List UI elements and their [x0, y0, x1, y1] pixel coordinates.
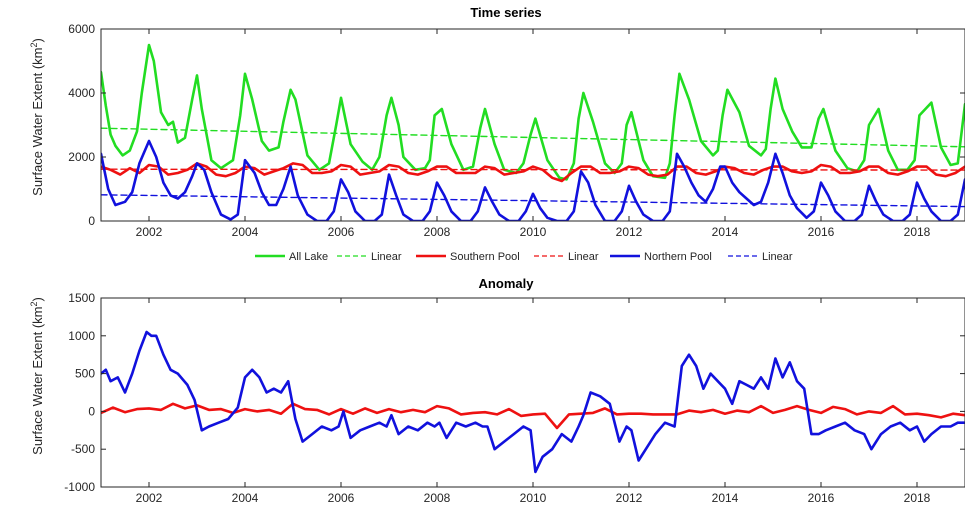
- x-tick-label: 2010: [520, 491, 547, 505]
- anomaly-title: Anomaly: [479, 276, 535, 291]
- y-tick-label: 1000: [68, 329, 95, 343]
- legend-item-southern-pool-linear: Linear: [534, 251, 599, 263]
- time-series-series-all-lake-line: [101, 43, 965, 181]
- x-tick-label: 2016: [808, 491, 835, 505]
- y-tick-label: 500: [75, 367, 95, 381]
- x-tick-label: 2004: [232, 225, 259, 239]
- legend-item-northern-pool-linear: Linear: [728, 251, 793, 263]
- time-series-series-linear-trend: [101, 127, 965, 148]
- time-series-title: Time series: [470, 5, 541, 20]
- time-series-plot-area: [101, 43, 965, 221]
- x-tick-label: 2012: [616, 225, 643, 239]
- legend: All Lake Linear Southern Pool Linear Nor…: [250, 243, 814, 267]
- y-tick-label: 2000: [68, 150, 95, 164]
- y-tick-label: -500: [71, 442, 95, 456]
- anomaly-series-southern-pool-anomaly-line: [101, 402, 965, 430]
- y-tick-label: -1000: [64, 480, 95, 494]
- y-tick-label: 1500: [68, 291, 95, 305]
- x-tick-label: 2008: [424, 225, 451, 239]
- x-tick-label: 2014: [712, 491, 739, 505]
- x-tick-label: 2016: [808, 225, 835, 239]
- legend-box: [250, 243, 814, 267]
- x-tick-label: 2012: [616, 491, 643, 505]
- legend-label: All Lake: [289, 251, 328, 263]
- anomaly-panel: Anomaly Surface Water Extent (km2) 2002 2…: [29, 276, 965, 505]
- legend-label: Linear: [762, 251, 793, 263]
- legend-item-all-lake: All Lake: [255, 251, 328, 263]
- time-series-series-northern-pool-line: [101, 139, 965, 221]
- x-tick-label: 2002: [136, 491, 163, 505]
- legend-item-southern-pool: Southern Pool: [416, 251, 520, 263]
- x-tick-label: 2010: [520, 225, 547, 239]
- x-tick-label: 2018: [904, 491, 931, 505]
- y-tick-label: 4000: [68, 86, 95, 100]
- anomaly-ylabel: Surface Water Extent (km2): [29, 297, 45, 455]
- x-tick-label: 2014: [712, 225, 739, 239]
- legend-label: Northern Pool: [644, 251, 712, 263]
- x-tick-label: 2018: [904, 225, 931, 239]
- legend-item-northern-pool: Northern Pool: [610, 251, 712, 263]
- time-series-series-linear-trend: [101, 194, 965, 208]
- x-tick-label: 2006: [328, 225, 355, 239]
- legend-item-all-lake-linear: Linear: [337, 251, 402, 263]
- time-series-panel: Time series Surface Water Extent (km2) 2…: [29, 5, 965, 239]
- time-series-ylabel: Surface Water Extent (km2): [29, 38, 45, 196]
- y-tick-label: 6000: [68, 22, 95, 36]
- anomaly-plot-area: [101, 330, 965, 474]
- legend-label: Linear: [371, 251, 402, 263]
- y-tick-label: 0: [88, 214, 95, 228]
- time-series-series-southern-pool-line: [101, 162, 965, 183]
- time-series-series-linear-trend: [101, 168, 965, 171]
- x-tick-label: 2004: [232, 491, 259, 505]
- x-tick-label: 2008: [424, 491, 451, 505]
- legend-label: Southern Pool: [450, 251, 520, 263]
- x-tick-label: 2002: [136, 225, 163, 239]
- x-tick-label: 2006: [328, 491, 355, 505]
- y-tick-label: 0: [88, 404, 95, 418]
- anomaly-series-northern-pool-anomaly-line: [101, 330, 965, 474]
- legend-label: Linear: [568, 251, 599, 263]
